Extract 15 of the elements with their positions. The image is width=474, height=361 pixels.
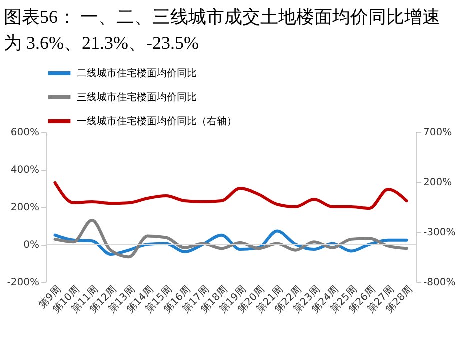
line-series [54,182,408,210]
y2-tick-label: -800% [424,278,456,288]
legend-label: 二线城市住宅楼面均价同比 [77,68,197,80]
y2-tick-label: 700% [424,128,452,138]
chart-title: 图表56： 一、二、三线城市成交土地楼面均价同比增速为 3.6%、21.3%、-23.5% [3,6,442,55]
legend-label: 三线城市住宅楼面均价同比 [77,92,197,104]
legend-label: 一线城市住宅楼面均价同比（右轴） [77,116,237,128]
y-tick-label: 200% [10,202,40,214]
y-tick-label: 0% [24,240,40,251]
line-series [54,218,408,259]
y-tick-label: 400% [10,165,40,176]
y-tick-label: 600% [10,128,40,138]
y2-tick-label: 200% [424,178,452,188]
y-tick-label: -200% [7,278,40,288]
y2-tick-label: -300% [424,228,456,238]
